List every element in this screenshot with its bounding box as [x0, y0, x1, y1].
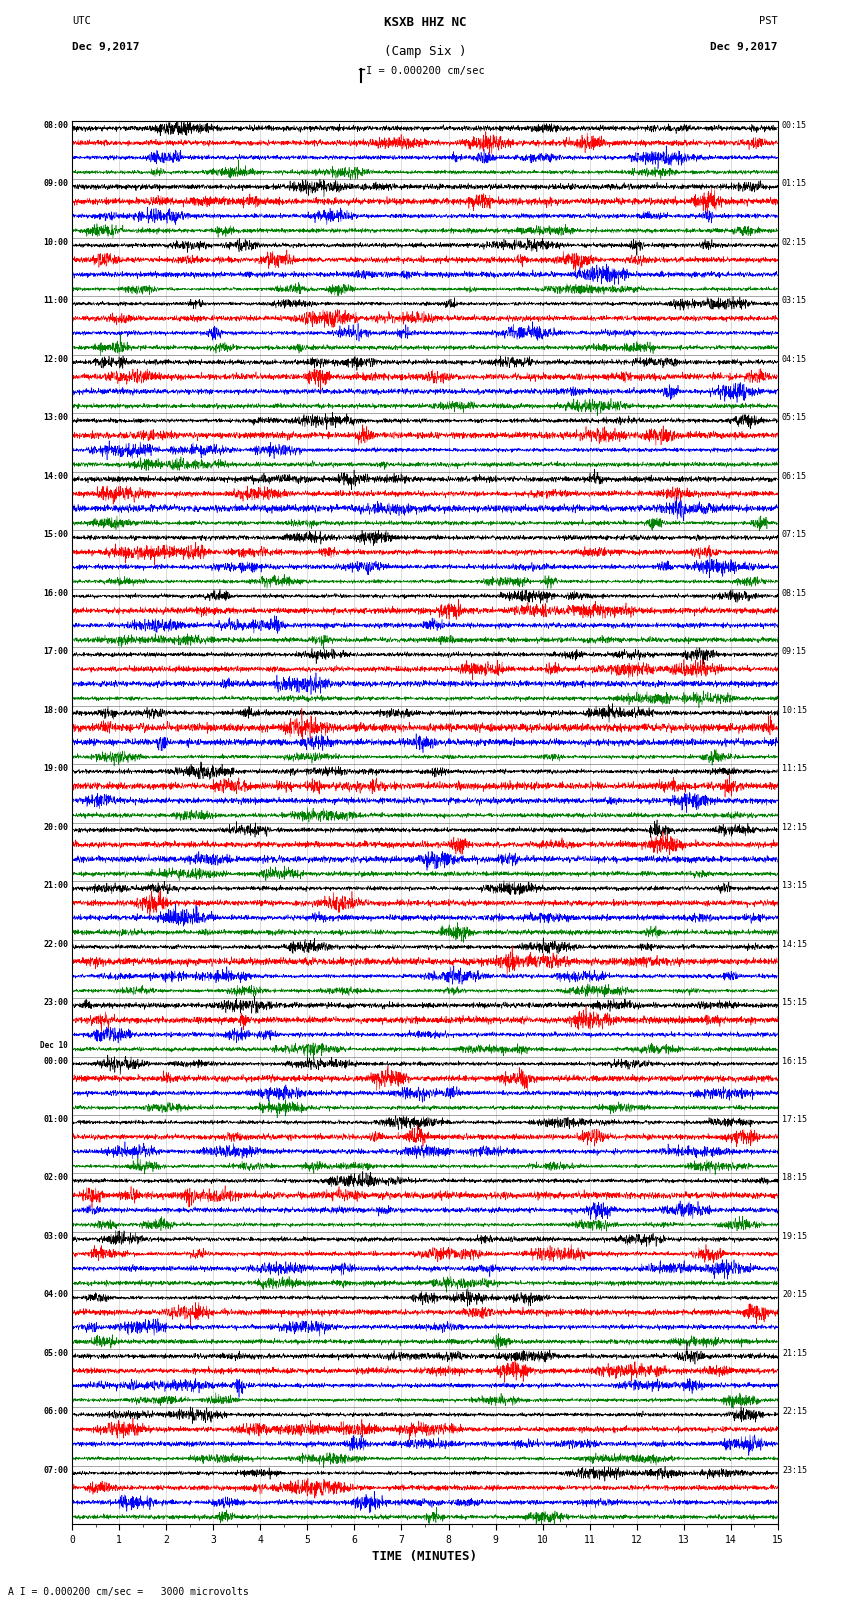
Text: 04:00: 04:00 [43, 1290, 68, 1300]
Text: 03:15: 03:15 [782, 297, 807, 305]
Text: 17:00: 17:00 [43, 647, 68, 656]
Text: PST: PST [759, 16, 778, 26]
Text: 03:00: 03:00 [43, 1232, 68, 1240]
Text: UTC: UTC [72, 16, 91, 26]
Text: 20:00: 20:00 [43, 823, 68, 832]
Text: 14:00: 14:00 [43, 473, 68, 481]
Text: 07:00: 07:00 [43, 1466, 68, 1474]
Text: 16:15: 16:15 [782, 1057, 807, 1066]
Text: 08:00: 08:00 [43, 121, 68, 131]
Text: 08:15: 08:15 [782, 589, 807, 598]
Text: 22:00: 22:00 [43, 939, 68, 948]
Text: 17:15: 17:15 [782, 1115, 807, 1124]
Text: 23:00: 23:00 [43, 998, 68, 1007]
Text: 13:00: 13:00 [43, 413, 68, 423]
Text: 00:15: 00:15 [782, 121, 807, 131]
Text: 02:00: 02:00 [43, 1174, 68, 1182]
Text: 06:15: 06:15 [782, 473, 807, 481]
Text: 05:15: 05:15 [782, 413, 807, 423]
Text: 21:15: 21:15 [782, 1348, 807, 1358]
Text: 06:00: 06:00 [43, 1407, 68, 1416]
Text: (Camp Six ): (Camp Six ) [383, 45, 467, 58]
Text: 18:00: 18:00 [43, 705, 68, 715]
Text: 12:00: 12:00 [43, 355, 68, 365]
Text: 07:15: 07:15 [782, 531, 807, 539]
Text: 19:15: 19:15 [782, 1232, 807, 1240]
Text: 11:00: 11:00 [43, 297, 68, 305]
Text: 14:15: 14:15 [782, 939, 807, 948]
Text: Dec 9,2017: Dec 9,2017 [72, 42, 139, 52]
Text: 02:15: 02:15 [782, 239, 807, 247]
Text: I = 0.000200 cm/sec: I = 0.000200 cm/sec [366, 66, 484, 76]
Text: 05:00: 05:00 [43, 1348, 68, 1358]
Text: 23:15: 23:15 [782, 1466, 807, 1474]
Text: 18:15: 18:15 [782, 1174, 807, 1182]
Text: 20:15: 20:15 [782, 1290, 807, 1300]
Text: A I = 0.000200 cm/sec =   3000 microvolts: A I = 0.000200 cm/sec = 3000 microvolts [8, 1587, 249, 1597]
Text: 10:00: 10:00 [43, 239, 68, 247]
Text: 21:00: 21:00 [43, 881, 68, 890]
Text: 10:15: 10:15 [782, 705, 807, 715]
Text: 15:15: 15:15 [782, 998, 807, 1007]
Text: 09:15: 09:15 [782, 647, 807, 656]
Text: 00:00: 00:00 [43, 1057, 68, 1066]
Text: 15:00: 15:00 [43, 531, 68, 539]
Text: 01:00: 01:00 [43, 1115, 68, 1124]
Text: KSXB HHZ NC: KSXB HHZ NC [383, 16, 467, 29]
Text: Dec 9,2017: Dec 9,2017 [711, 42, 778, 52]
Text: 11:15: 11:15 [782, 765, 807, 773]
Text: 19:00: 19:00 [43, 765, 68, 773]
Text: 13:15: 13:15 [782, 881, 807, 890]
Text: 12:15: 12:15 [782, 823, 807, 832]
Text: 22:15: 22:15 [782, 1407, 807, 1416]
Text: 04:15: 04:15 [782, 355, 807, 365]
Text: 16:00: 16:00 [43, 589, 68, 598]
Text: 09:00: 09:00 [43, 179, 68, 189]
Text: 01:15: 01:15 [782, 179, 807, 189]
Text: Dec 10: Dec 10 [40, 1040, 68, 1050]
X-axis label: TIME (MINUTES): TIME (MINUTES) [372, 1550, 478, 1563]
